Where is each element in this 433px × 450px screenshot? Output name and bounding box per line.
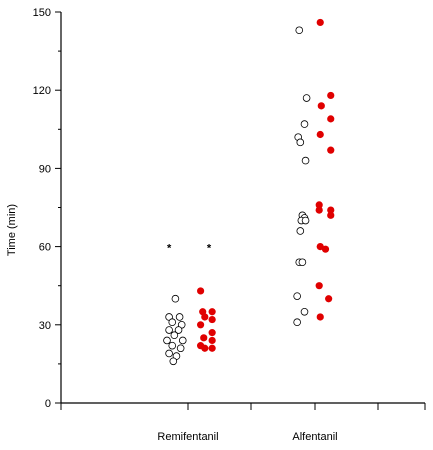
asterisk-annotation: *: [167, 243, 172, 255]
data-point-filled: [208, 315, 216, 324]
data-point-open: [170, 331, 179, 340]
data-point-open: [300, 120, 309, 128]
data-point-filled: [208, 329, 216, 337]
data-point-open: [295, 26, 304, 35]
data-points: [163, 18, 335, 366]
data-point-open: [298, 258, 307, 267]
data-point-filled: [197, 287, 205, 295]
data-point-open: [296, 138, 305, 147]
axes: Remifentanil Alfentanil: [60, 12, 426, 443]
data-point-open: [168, 341, 177, 350]
y-axis-label: Time (min): [6, 204, 18, 256]
data-point-open: [175, 313, 184, 321]
data-point-open: [301, 216, 310, 225]
data-point-open: [168, 318, 177, 326]
annotations: * *: [167, 243, 212, 255]
data-point-filled: [197, 321, 205, 329]
y-tick-label: 30: [39, 320, 51, 332]
data-point-filled: [316, 130, 324, 139]
data-point-filled: [321, 245, 330, 253]
y-tick-label: 60: [39, 242, 51, 254]
data-point-filled: [208, 308, 216, 316]
data-point-filled: [316, 313, 324, 321]
data-point-filled: [200, 334, 208, 342]
data-point-filled: [201, 313, 209, 321]
data-point-open: [174, 326, 183, 334]
data-point-filled: [315, 206, 323, 214]
data-point-open: [169, 357, 178, 366]
y-tick-label: 120: [33, 85, 51, 97]
y-tick-label: 90: [39, 163, 51, 175]
y-ticks: 0 30 60 90 120 150: [33, 7, 61, 410]
data-point-filled: [208, 344, 216, 352]
data-point-filled: [316, 18, 324, 27]
data-point-filled: [315, 201, 323, 209]
data-point-filled: [327, 206, 335, 214]
data-point-open: [165, 349, 173, 358]
data-point-filled: [327, 211, 335, 219]
data-point-open: [165, 326, 173, 334]
data-point-filled: [327, 146, 335, 154]
data-point-open: [300, 307, 309, 316]
asterisk-annotation: *: [207, 243, 212, 255]
data-point-open: [302, 94, 311, 102]
data-point-open: [163, 336, 171, 345]
data-point-filled: [327, 91, 335, 100]
y-tick-label: 0: [45, 398, 51, 410]
data-point-open: [296, 227, 305, 235]
data-point-filled: [315, 282, 323, 290]
data-point-open: [178, 336, 187, 345]
x-tick-label-alfentanil: Alfentanil: [292, 431, 337, 443]
data-point-filled: [327, 115, 335, 123]
data-point-filled: [325, 295, 333, 303]
data-point-filled: [208, 336, 216, 345]
data-point-filled: [201, 344, 209, 352]
data-point-filled: [317, 102, 325, 110]
data-point-open: [176, 344, 185, 353]
x-tick-label-remifentanil: Remifentanil: [157, 431, 218, 443]
data-point-open: [293, 318, 301, 326]
data-point-open: [301, 156, 310, 165]
data-point-open: [171, 294, 180, 303]
y-tick-label: 150: [33, 7, 51, 19]
data-point-open: [293, 292, 301, 300]
